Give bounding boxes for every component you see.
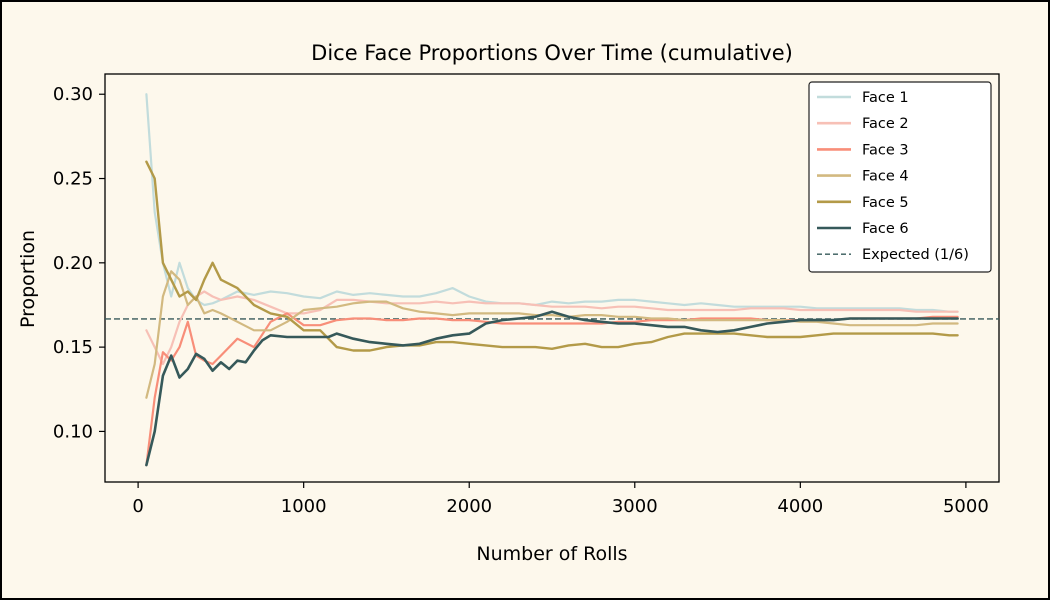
series-line-face-6 — [145, 310, 959, 467]
y-tick-label: 0.30 — [53, 84, 93, 105]
x-tick-label: 5000 — [943, 496, 989, 517]
x-axis-label: Number of Rolls — [476, 543, 627, 565]
x-axis: 0 1000 2000 3000 4000 5000 — [132, 482, 989, 517]
series-line-face-4 — [145, 270, 959, 399]
y-tick-label: 0.10 — [53, 421, 93, 442]
legend-label-face-4: Face 4 — [862, 169, 909, 185]
legend-label-face-3: Face 3 — [862, 142, 909, 158]
x-tick-label: 2000 — [446, 496, 492, 517]
chart-title: Dice Face Proportions Over Time (cumulat… — [311, 41, 793, 65]
legend-label-expected-1-6: Expected (1/6) — [862, 247, 969, 263]
legend-box — [808, 81, 992, 273]
legend: Face 1 Face 2 Face 3 Face 4 Face 5 Face 6 Expe… — [808, 81, 992, 273]
x-tick-label: 3000 — [612, 496, 658, 517]
legend-label-face-5: Face 5 — [862, 195, 909, 211]
x-tick-label: 1000 — [281, 496, 327, 517]
y-tick-label: 0.25 — [53, 169, 93, 190]
series-line-face-2 — [145, 290, 959, 366]
legend-label-face-6: Face 6 — [862, 221, 909, 237]
series-lines — [145, 93, 959, 467]
y-axis: 0.10 0.15 0.20 0.25 0.30 — [53, 84, 105, 442]
y-axis-label: Proportion — [17, 230, 39, 328]
y-tick-label: 0.15 — [53, 337, 93, 358]
legend-label-face-2: Face 2 — [862, 116, 909, 132]
x-tick-label: 4000 — [777, 496, 823, 517]
legend-label-face-1: Face 1 — [862, 90, 909, 106]
series-line-face-5 — [145, 160, 959, 352]
x-tick-label: 0 — [132, 496, 143, 517]
y-tick-label: 0.20 — [53, 253, 93, 274]
